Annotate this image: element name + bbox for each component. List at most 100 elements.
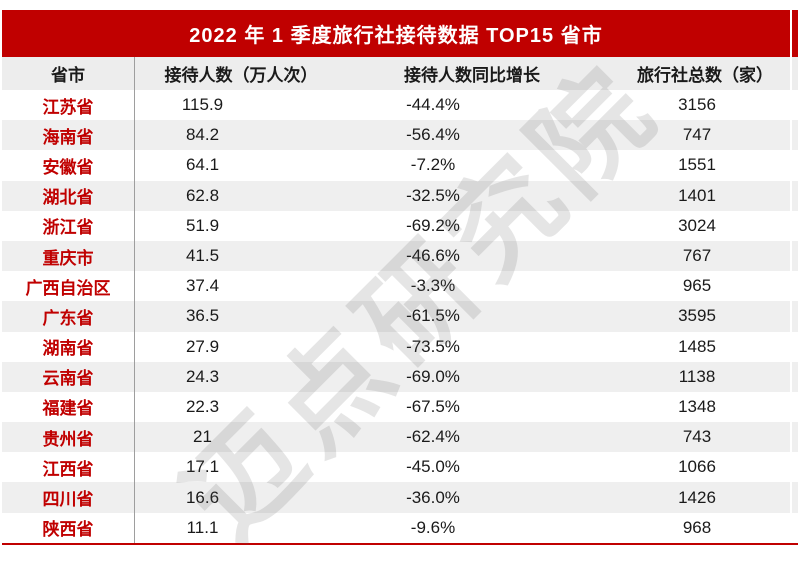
table-row: 广东省 36.5 -61.5% 3595 (2, 301, 798, 332)
cell-province: 江苏省 (2, 90, 135, 121)
table-row: 海南省 84.2 -56.4% 747 (2, 120, 798, 151)
cell-visitors: 64.1 (185, 155, 220, 175)
cell-agency-total: 3156 (678, 95, 716, 115)
cell-province: 云南省 (2, 361, 135, 392)
cell-province: 安徽省 (2, 150, 135, 181)
cell-agency-total: 743 (682, 427, 712, 447)
cell-province: 四川省 (2, 482, 135, 513)
row-sliver (792, 301, 798, 332)
cell-visitors: 27.9 (185, 336, 220, 356)
table-row: 云南省 24.3 -69.0% 1138 (2, 361, 798, 392)
cell-visitors: 17.1 (185, 457, 220, 477)
row-sliver (792, 240, 798, 272)
cell-agency-total: 3595 (678, 306, 716, 326)
cell-yoy-growth: -73.5% (406, 336, 460, 356)
report-table: 2022 年 1 季度旅行社接待数据 TOP15 省市 省市 接待人数（万人次）… (2, 10, 798, 545)
table-row: 浙江省 51.9 -69.2% 3024 (2, 210, 798, 241)
cell-yoy-growth: -56.4% (406, 125, 460, 145)
row-sliver (792, 482, 798, 513)
cell-agency-total: 1066 (678, 457, 716, 477)
row-sliver (792, 361, 798, 392)
column-header-yoy-growth: 接待人数同比增长 (404, 66, 540, 85)
table-row: 重庆市 41.5 -46.6% 767 (2, 240, 798, 272)
cell-visitors: 115.9 (181, 95, 224, 115)
table-bottom-rule (2, 542, 798, 545)
cell-yoy-growth: -62.4% (406, 427, 460, 447)
cell-yoy-growth: -7.2% (410, 155, 456, 175)
cell-visitors: 21 (193, 427, 212, 447)
title-bar: 2022 年 1 季度旅行社接待数据 TOP15 省市 (2, 10, 798, 57)
cell-agency-total: 1138 (678, 366, 716, 386)
row-sliver (792, 452, 798, 483)
table-row: 安徽省 64.1 -7.2% 1551 (2, 150, 798, 181)
cell-visitors: 51.9 (185, 215, 220, 235)
header-row-sliver (792, 57, 798, 90)
cell-agency-total: 968 (682, 517, 712, 537)
cell-yoy-growth: -44.4% (406, 95, 460, 115)
cell-yoy-growth: -67.5% (406, 396, 460, 416)
column-header-province: 省市 (2, 57, 135, 90)
row-sliver (792, 422, 798, 453)
cell-province: 福建省 (2, 391, 135, 423)
row-sliver (792, 90, 798, 121)
table-body: 江苏省 115.9 -44.4% 3156 海南省 84.2 -56.4% (2, 90, 798, 543)
cell-province: 陕西省 (2, 512, 135, 543)
cell-province: 重庆市 (2, 240, 135, 272)
table-row: 四川省 16.6 -36.0% 1426 (2, 482, 798, 513)
cell-agency-total: 1485 (678, 336, 716, 356)
cell-province: 湖南省 (2, 331, 135, 362)
table-header-row: 省市 接待人数（万人次） 接待人数同比增长 旅行社总数（家） (2, 57, 798, 90)
cell-visitors: 22.3 (185, 396, 220, 416)
cell-province: 浙江省 (2, 210, 135, 241)
table-row: 陕西省 11.1 -9.6% 968 (2, 512, 798, 543)
table-row: 江苏省 115.9 -44.4% 3156 (2, 90, 798, 121)
cell-agency-total: 747 (682, 125, 712, 145)
cell-yoy-growth: -69.0% (406, 366, 460, 386)
table-row: 江西省 17.1 -45.0% 1066 (2, 452, 798, 483)
cell-agency-total: 965 (682, 276, 712, 296)
cell-province: 海南省 (2, 120, 135, 151)
cell-yoy-growth: -45.0% (406, 457, 460, 477)
row-sliver (792, 210, 798, 241)
cell-yoy-growth: -36.0% (406, 487, 460, 507)
cell-agency-total: 1348 (678, 396, 716, 416)
cell-agency-total: 3024 (678, 215, 716, 235)
cell-agency-total: 767 (682, 246, 712, 266)
cell-yoy-growth: -61.5% (406, 306, 460, 326)
cell-yoy-growth: -69.2% (406, 215, 460, 235)
cell-yoy-growth: -3.3% (410, 276, 456, 296)
cell-province: 广西自治区 (2, 271, 135, 302)
cell-visitors: 16.6 (185, 487, 220, 507)
cell-visitors: 36.5 (185, 306, 220, 326)
cell-visitors: 41.5 (185, 246, 220, 266)
cell-visitors: 84.2 (185, 125, 220, 145)
table-row: 贵州省 21 -62.4% 743 (2, 422, 798, 453)
cell-yoy-growth: -9.6% (410, 517, 456, 537)
cell-province: 广东省 (2, 301, 135, 332)
row-sliver (792, 120, 798, 151)
page-title: 2022 年 1 季度旅行社接待数据 TOP15 省市 (2, 10, 790, 57)
cell-agency-total: 1401 (678, 185, 716, 205)
cell-province: 江西省 (2, 452, 135, 483)
table-row: 湖南省 27.9 -73.5% 1485 (2, 331, 798, 362)
column-header-visitors: 接待人数（万人次） (164, 66, 318, 85)
row-sliver (792, 150, 798, 181)
table-row: 湖北省 62.8 -32.5% 1401 (2, 180, 798, 211)
row-sliver (792, 271, 798, 302)
cell-province: 贵州省 (2, 422, 135, 453)
table-row: 广西自治区 37.4 -3.3% 965 (2, 271, 798, 302)
cell-yoy-growth: -32.5% (406, 185, 460, 205)
row-sliver (792, 391, 798, 423)
cell-visitors: 11.1 (186, 517, 219, 537)
column-header-agency-total: 旅行社总数（家） (637, 66, 773, 85)
row-sliver (792, 180, 798, 211)
row-sliver (792, 512, 798, 543)
title-bar-sliver (792, 10, 798, 57)
cell-visitors: 62.8 (185, 185, 220, 205)
cell-visitors: 24.3 (185, 366, 220, 386)
cell-visitors: 37.4 (185, 276, 220, 296)
cell-province: 湖北省 (2, 180, 135, 211)
cell-yoy-growth: -46.6% (406, 246, 460, 266)
row-sliver (792, 331, 798, 362)
table-row: 福建省 22.3 -67.5% 1348 (2, 391, 798, 423)
